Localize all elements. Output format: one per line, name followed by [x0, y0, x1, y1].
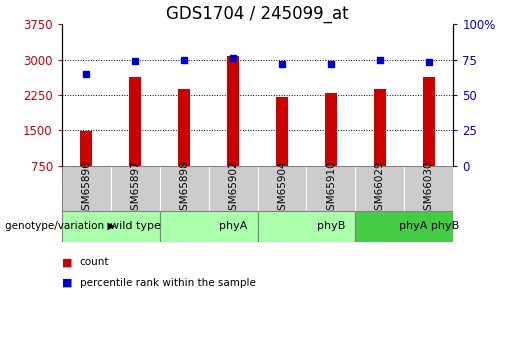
Bar — [276, 97, 288, 166]
Text: GSM65910: GSM65910 — [326, 160, 336, 217]
Text: phyA phyB: phyA phyB — [399, 221, 459, 231]
Bar — [160, 166, 209, 211]
Bar — [306, 166, 355, 211]
Bar — [404, 166, 453, 211]
Title: GDS1704 / 245099_at: GDS1704 / 245099_at — [166, 5, 349, 23]
Text: GSM65904: GSM65904 — [277, 160, 287, 217]
Bar — [209, 166, 258, 211]
Text: GSM65898: GSM65898 — [179, 160, 189, 217]
Bar — [227, 56, 239, 166]
Text: GSM65902: GSM65902 — [228, 160, 238, 217]
Bar — [80, 131, 92, 166]
Bar — [111, 166, 160, 211]
Bar — [160, 211, 258, 241]
Bar — [374, 89, 386, 166]
Bar — [129, 78, 141, 166]
Bar — [355, 166, 404, 211]
Bar — [423, 78, 435, 166]
Text: count: count — [80, 257, 109, 267]
Text: phyA: phyA — [219, 221, 247, 231]
Text: phyB: phyB — [317, 221, 345, 231]
Text: genotype/variation ▶: genotype/variation ▶ — [5, 221, 115, 231]
Bar — [258, 166, 306, 211]
Text: GSM66029: GSM66029 — [375, 160, 385, 217]
Bar — [355, 211, 453, 241]
Bar — [178, 89, 190, 166]
Bar — [258, 211, 355, 241]
Text: wild type: wild type — [110, 221, 161, 231]
Text: GSM65897: GSM65897 — [130, 160, 140, 217]
Text: percentile rank within the sample: percentile rank within the sample — [80, 278, 256, 288]
Bar — [62, 211, 160, 241]
Bar — [325, 93, 337, 166]
Bar — [62, 166, 111, 211]
Text: GSM65896: GSM65896 — [81, 160, 91, 217]
Text: ■: ■ — [62, 257, 72, 267]
Text: ■: ■ — [62, 278, 72, 288]
Text: GSM66030: GSM66030 — [424, 160, 434, 217]
